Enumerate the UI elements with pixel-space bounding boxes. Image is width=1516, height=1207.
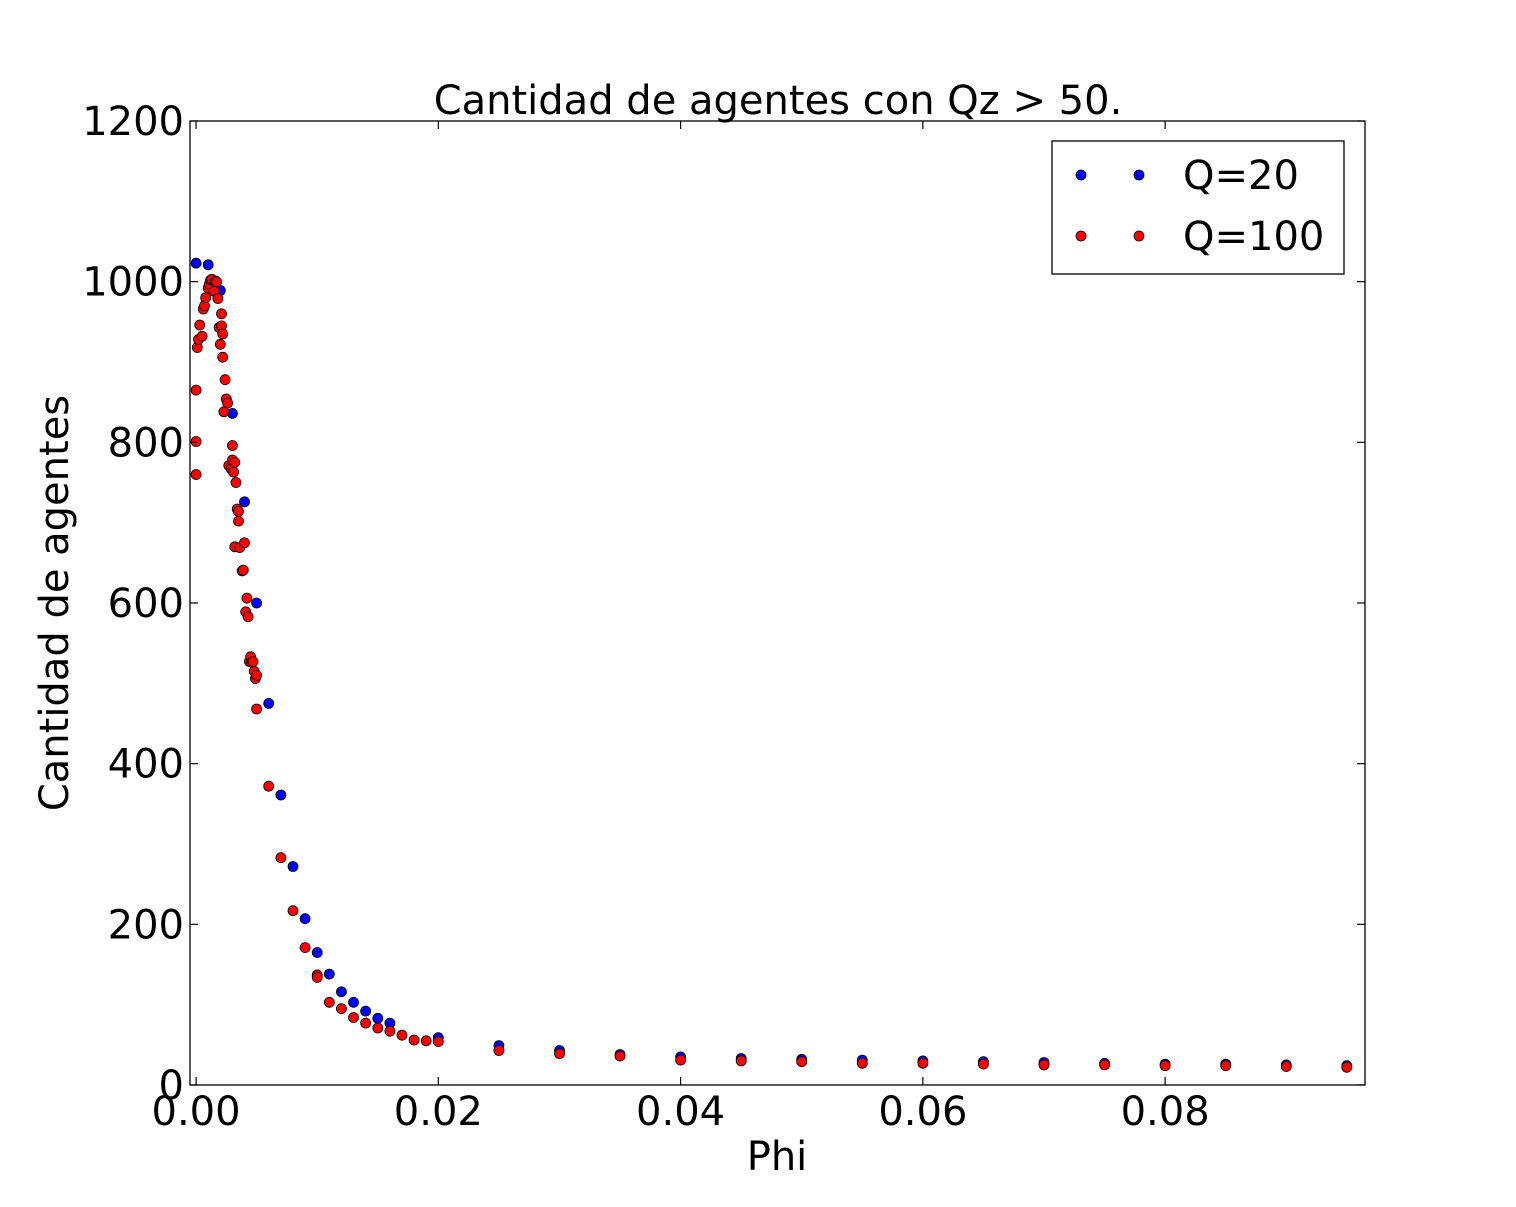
data-point-Q=20-14 xyxy=(360,1005,372,1017)
data-point-Q=100-49 xyxy=(247,656,259,667)
data-point-Q=100-78 xyxy=(978,1058,989,1070)
data-point-Q=100-27 xyxy=(222,397,234,409)
data-point-Q=100-41 xyxy=(237,564,249,576)
data-point-Q=100-62 xyxy=(348,1012,359,1023)
data-point-Q=100-67 xyxy=(408,1034,420,1046)
legend-marker-Q=20 xyxy=(1075,169,1087,181)
data-point-Q=20-11 xyxy=(323,968,335,980)
data-point-Q=100-82 xyxy=(1220,1060,1232,1072)
data-point-Q=20-15 xyxy=(372,1012,384,1024)
data-point-Q=100-79 xyxy=(1038,1059,1050,1071)
data-point-Q=100-9 xyxy=(200,292,212,304)
data-point-Q=100-25 xyxy=(219,374,231,386)
data-point-Q=100-5 xyxy=(194,319,206,331)
data-point-Q=100-60 xyxy=(323,996,335,1008)
legend-label-Q=20: Q=20 xyxy=(1183,153,1299,199)
legend-label-Q=100: Q=100 xyxy=(1183,214,1324,260)
data-point-Q=100-52 xyxy=(251,669,263,681)
data-point-Q=100-33 xyxy=(229,456,241,468)
y-tick-label: 1000 xyxy=(82,260,184,306)
series-Q=20 xyxy=(190,257,1353,1072)
data-point-Q=100-57 xyxy=(299,942,311,953)
data-point-Q=100-66 xyxy=(396,1029,408,1041)
ticks-layer: 0.00 0.02 0.04 0.06 0.08 0 200 400 600 800 1000 120… xyxy=(82,99,1365,1135)
data-point-Q=100-73 xyxy=(675,1054,686,1066)
data-point-Q=100-61 xyxy=(335,1003,347,1015)
data-point-Q=100-71 xyxy=(554,1048,565,1060)
data-point-Q=20-5 xyxy=(251,597,263,609)
legend-frame xyxy=(1051,140,1345,275)
data-point-Q=20-7 xyxy=(275,789,287,801)
data-point-Q=100-20 xyxy=(216,308,227,320)
data-point-Q=20-1 xyxy=(202,259,214,271)
x-tick-label: 0.00 xyxy=(152,1089,241,1135)
legend-marker-Q=100 xyxy=(1075,230,1087,242)
data-point-Q=100-45 xyxy=(242,611,254,623)
data-point-Q=100-0 xyxy=(190,469,202,480)
data-point-Q=100-74 xyxy=(735,1055,747,1067)
data-point-Q=100-55 xyxy=(275,852,287,864)
data-point-Q=20-6 xyxy=(263,698,275,709)
data-point-Q=100-37 xyxy=(233,515,244,527)
data-point-Q=20-8 xyxy=(287,861,299,872)
x-tick-label: 0.08 xyxy=(1121,1089,1210,1135)
data-point-Q=100-81 xyxy=(1159,1060,1171,1072)
data-point-Q=20-0 xyxy=(190,257,202,269)
data-point-Q=20-12 xyxy=(335,986,347,998)
data-point-Q=100-77 xyxy=(917,1057,929,1069)
data-point-Q=100-19 xyxy=(214,338,226,350)
data-point-Q=100-6 xyxy=(196,330,208,342)
data-point-Q=100-38 xyxy=(233,505,244,517)
data-point-Q=100-64 xyxy=(372,1022,384,1034)
data-point-Q=100-59 xyxy=(311,972,323,983)
data-point-Q=100-35 xyxy=(230,477,242,488)
data-point-Q=20-13 xyxy=(348,996,359,1008)
legend-marker-Q=100 xyxy=(1133,230,1145,242)
data-point-Q=100-53 xyxy=(251,703,263,715)
data-point-Q=100-44 xyxy=(241,592,253,604)
legend-marker-Q=20 xyxy=(1133,169,1145,181)
y-axis-label: Cantidad de agentes xyxy=(32,395,78,811)
x-tick-label: 0.02 xyxy=(394,1089,483,1135)
data-point-Q=100-76 xyxy=(856,1057,868,1069)
series-Q=100 xyxy=(190,273,1353,1073)
data-point-Q=100-30 xyxy=(226,440,238,451)
data-point-Q=100-1 xyxy=(190,436,202,447)
y-tick-label: 800 xyxy=(108,420,184,466)
data-point-Q=100-69 xyxy=(432,1036,444,1047)
data-point-Q=100-80 xyxy=(1099,1059,1110,1071)
data-point-Q=100-70 xyxy=(493,1045,505,1056)
data-point-Q=100-16 xyxy=(211,276,223,288)
y-tick-label: 200 xyxy=(108,902,184,948)
y-tick-label: 600 xyxy=(108,581,184,627)
chart-title: Cantidad de agentes con Qz > 50. xyxy=(434,78,1123,124)
data-point-Q=100-32 xyxy=(228,466,240,478)
x-tick-label: 0.04 xyxy=(636,1089,725,1135)
y-tick-label: 1200 xyxy=(82,99,184,145)
y-tick-label: 400 xyxy=(108,742,184,788)
data-point-Q=100-63 xyxy=(360,1017,372,1029)
data-point-Q=100-65 xyxy=(384,1025,396,1037)
series-layer xyxy=(190,257,1353,1073)
data-point-Q=100-23 xyxy=(217,351,229,363)
data-point-Q=20-10 xyxy=(311,947,323,958)
data-point-Q=20-9 xyxy=(299,913,311,925)
data-point-Q=20-4 xyxy=(239,496,250,508)
y-tick-label: 0 xyxy=(159,1063,184,1109)
data-point-Q=100-68 xyxy=(420,1035,432,1047)
x-tick-label: 0.06 xyxy=(878,1089,967,1135)
data-point-Q=100-54 xyxy=(263,780,275,792)
data-point-Q=100-17 xyxy=(212,293,224,304)
legend: Q=20 Q=100 xyxy=(1051,140,1345,275)
data-point-Q=100-42 xyxy=(239,537,250,549)
data-point-Q=100-75 xyxy=(796,1056,808,1068)
data-point-Q=100-83 xyxy=(1280,1061,1292,1072)
x-axis-label: Phi xyxy=(747,1134,808,1180)
data-point-Q=100-22 xyxy=(217,328,229,340)
data-point-Q=100-2 xyxy=(190,384,202,396)
data-point-Q=100-84 xyxy=(1341,1061,1353,1073)
data-point-Q=100-56 xyxy=(287,905,299,917)
data-point-Q=100-72 xyxy=(614,1050,626,1062)
